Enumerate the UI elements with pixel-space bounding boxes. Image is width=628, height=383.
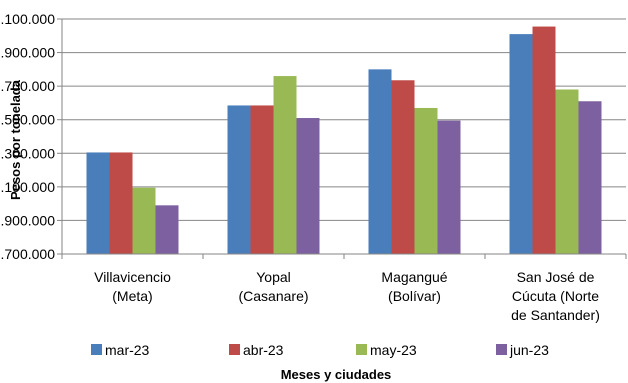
bar bbox=[532, 26, 556, 254]
y-axis-title: Pesos por tonelada bbox=[8, 79, 23, 200]
x-axis-title: Meses y ciudades bbox=[281, 367, 392, 382]
y-axis-ticks: 1.700.000 1.900.000 2.100.000 2.300.000 2.50… bbox=[0, 11, 62, 262]
legend: mar-23 abr-23 may-23 jun-23 bbox=[91, 342, 549, 358]
bar bbox=[368, 69, 392, 254]
bar bbox=[250, 105, 274, 254]
legend-label: mar-23 bbox=[105, 342, 150, 358]
bar bbox=[391, 80, 415, 255]
bar bbox=[437, 120, 461, 254]
bar bbox=[86, 152, 110, 254]
y-tick-label: 2.500.000 bbox=[0, 112, 55, 128]
legend-swatch bbox=[229, 344, 240, 355]
x-category-label: San José de Cúcuta (Norte de Santander) bbox=[511, 269, 600, 323]
bar bbox=[132, 187, 156, 254]
x-category-label: Yopal (Casanare) bbox=[238, 269, 308, 304]
legend-swatch bbox=[91, 344, 102, 355]
x-category-label: Villavicencio (Meta) bbox=[94, 269, 171, 304]
y-tick-label: 2.900.000 bbox=[0, 45, 55, 61]
legend-label: abr-23 bbox=[243, 342, 284, 358]
y-tick-label: 3.100.000 bbox=[0, 11, 55, 27]
axes bbox=[61, 19, 627, 259]
y-tick-label: 1.900.000 bbox=[0, 212, 55, 228]
x-axis-categories: Villavicencio (Meta) Yopal (Casanare) Magang… bbox=[94, 269, 600, 323]
legend-swatch bbox=[356, 344, 367, 355]
y-tick-label: 2.700.000 bbox=[0, 78, 55, 94]
bars bbox=[86, 26, 602, 255]
legend-swatch bbox=[496, 344, 507, 355]
legend-label: may-23 bbox=[370, 342, 417, 358]
bar bbox=[555, 89, 579, 254]
bar bbox=[578, 101, 602, 254]
y-tick-label: 2.300.000 bbox=[0, 145, 55, 161]
y-tick-label: 2.100.000 bbox=[0, 179, 55, 195]
bar bbox=[155, 205, 179, 254]
bar bbox=[296, 118, 320, 255]
bar bbox=[414, 107, 438, 254]
bar bbox=[227, 105, 251, 254]
bar bbox=[109, 152, 133, 254]
bar bbox=[273, 76, 297, 254]
legend-label: jun-23 bbox=[509, 342, 549, 358]
bar bbox=[509, 34, 533, 254]
y-tick-label: 1.700.000 bbox=[0, 246, 55, 262]
x-category-label: Magangué (Bolívar) bbox=[381, 269, 447, 304]
